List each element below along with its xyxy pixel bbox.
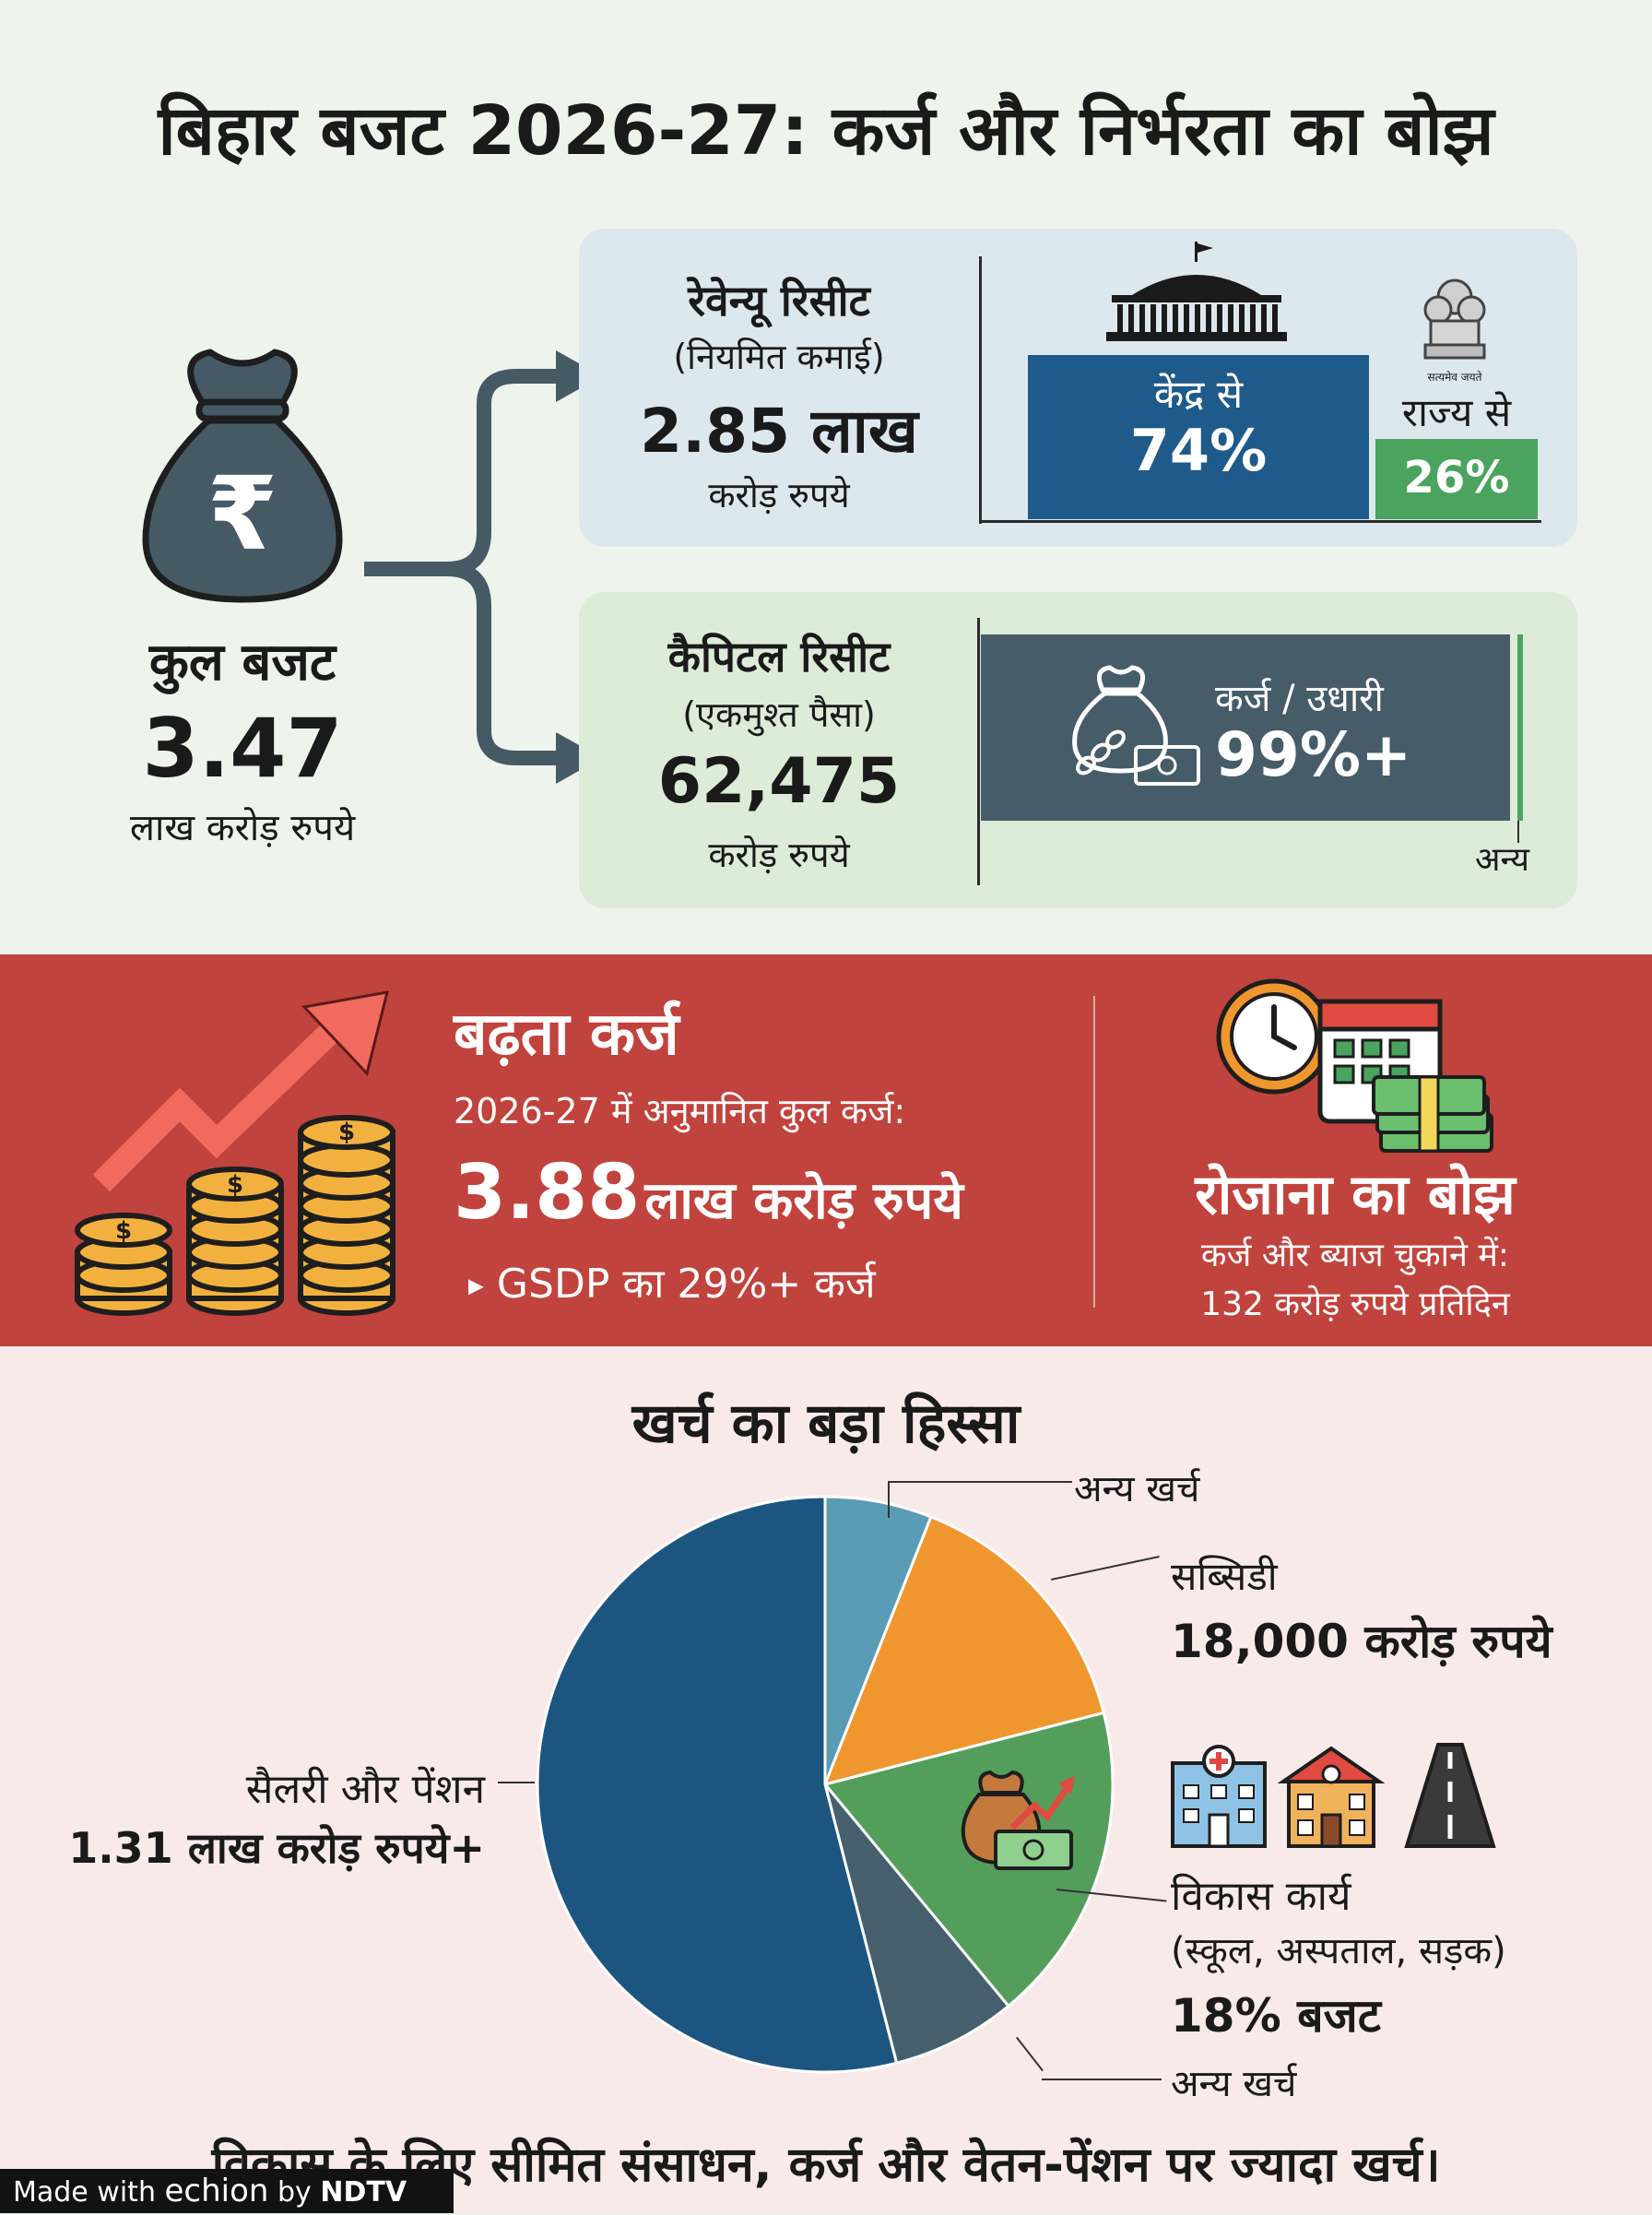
road-icon	[1404, 1743, 1496, 1848]
capital-subtitle: (एकमुश्त पैसा)	[682, 694, 876, 735]
label-development-detail: (स्कूल, अस्पताल, सड़क)	[1171, 1930, 1506, 1972]
rising-debt-figure: 3.88 लाख करोड़ रुपये	[454, 1149, 963, 1237]
total-budget-value: 3.47	[142, 701, 343, 796]
leader-other-top-h	[888, 1481, 1072, 1483]
salary-value-text: 1.31 लाख करोड़ रुपये+	[68, 1823, 485, 1873]
pie-slice-2	[822, 1711, 1115, 2008]
revenue-baseline	[979, 520, 1541, 523]
badge-by: by	[277, 2176, 312, 2209]
revenue-subtitle: (नियमित कमाई)	[673, 337, 885, 377]
pie-slice-3	[823, 1783, 1011, 2066]
other-tick	[1517, 821, 1519, 843]
rising-debt-title: बढ़ता कर्ज	[454, 1001, 679, 1069]
total-budget-label: कुल बजट	[148, 633, 336, 693]
capital-value: 62,475	[657, 745, 901, 818]
badge-ndtv: NDTV	[320, 2176, 407, 2209]
debt-percent: 99%+	[1215, 719, 1412, 790]
pie-slice-4	[536, 1495, 899, 2074]
revenue-divider	[979, 256, 982, 524]
leader-other-top-v	[888, 1481, 890, 1518]
svg-text:$: $	[227, 1171, 243, 1199]
label-development-value: 18% बजट	[1171, 1989, 1381, 2043]
gsdp-note: ▶ GSDP का 29%+ कर्ज	[468, 1254, 876, 1309]
state-label: राज्य से	[1401, 390, 1512, 435]
parliament-icon	[1106, 242, 1287, 341]
total-budget-unit: लाख करोड़ रुपये	[129, 807, 356, 849]
label-subsidy-value: 18,000 करोड़ रुपये	[1171, 1615, 1552, 1668]
capital-divider	[977, 618, 980, 885]
growth-bag-icon	[961, 1770, 1075, 1870]
badge-made: Made with	[13, 2176, 156, 2209]
label-other-top: अन्य खर्च	[1074, 1468, 1200, 1510]
revenue-title: रेवेन्यू रिसीट	[688, 276, 870, 326]
rising-debt-value: 3.88	[454, 1149, 641, 1237]
label-salary-value: 1.31 लाख करोड़ रुपये+	[37, 1818, 485, 1876]
made-with-badge[interactable]: Made with echion by NDTV	[0, 2169, 454, 2213]
center-share-bar	[1028, 355, 1369, 519]
national-emblem-icon	[1423, 278, 1486, 360]
spending-title: खर्च का बड़ा हिस्सा	[631, 1392, 1021, 1456]
leader-other-bottom-h	[1042, 2079, 1162, 2080]
pie-slice-1	[822, 1514, 1106, 1787]
other-label: अन्य	[1475, 841, 1530, 879]
label-development: विकास कार्य	[1171, 1873, 1351, 1920]
leader-salary	[498, 1782, 535, 1783]
daily-burden-line2: 132 करोड़ रुपये प्रतिदिन	[1200, 1285, 1510, 1323]
debt-bag-chain-icon	[1072, 665, 1200, 786]
state-percent: 26%	[1403, 452, 1510, 503]
daily-burden-line1: कर्ज और ब्याज चुकाने में:	[1200, 1237, 1510, 1274]
development-icons	[1171, 1743, 1496, 1848]
school-icon	[1277, 1746, 1386, 1848]
state-share-bar	[1375, 439, 1538, 519]
other-share-bar	[1517, 634, 1523, 821]
emblem-caption: सत्यमेव जयते	[1427, 371, 1482, 384]
page-title: बिहार बजट 2026-27: कर्ज और निर्भरता का ब…	[158, 91, 1494, 171]
label-salary: सैलरी और पेंशन	[245, 1766, 485, 1813]
rising-debt-subtitle: 2026-27 में अनुमानित कुल कर्ज:	[454, 1091, 906, 1131]
gsdp-note-text: GSDP का 29%+ कर्ज	[496, 1261, 876, 1308]
rising-coins-icon: $ $ $	[75, 990, 395, 1316]
spending-pie-chart	[536, 1495, 1115, 2074]
branch-arrows	[364, 350, 602, 784]
capital-unit: करोड़ रुपये	[708, 835, 850, 875]
label-other-bottom: अन्य खर्च	[1171, 2063, 1297, 2105]
band-divider	[1093, 996, 1095, 1308]
money-bag-icon: ₹	[142, 349, 343, 603]
daily-burden-title: रोजाना का बोझ	[1195, 1163, 1516, 1227]
svg-text:$: $	[338, 1119, 355, 1146]
svg-text:$: $	[115, 1217, 132, 1245]
capital-title: कैपिटल रिसीट	[667, 632, 891, 681]
center-label: केंद्र से	[1153, 372, 1244, 417]
svg-text:₹: ₹	[207, 455, 278, 573]
rising-debt-unit: लाख करोड़ रुपये	[644, 1171, 963, 1231]
label-subsidy: सब्सिडी	[1171, 1554, 1278, 1599]
badge-brand: echion	[164, 2173, 269, 2209]
debt-share-bar	[981, 634, 1510, 821]
clock-calendar-money-icon	[1216, 978, 1493, 1153]
bullet-icon: ▶	[468, 1274, 484, 1298]
revenue-unit: करोड़ रुपये	[708, 475, 850, 515]
debt-label: कर्ज / उधारी	[1215, 678, 1384, 720]
center-percent: 74%	[1129, 417, 1268, 484]
hospital-icon	[1171, 1745, 1267, 1848]
revenue-value: 2.85 लाख	[640, 396, 918, 467]
